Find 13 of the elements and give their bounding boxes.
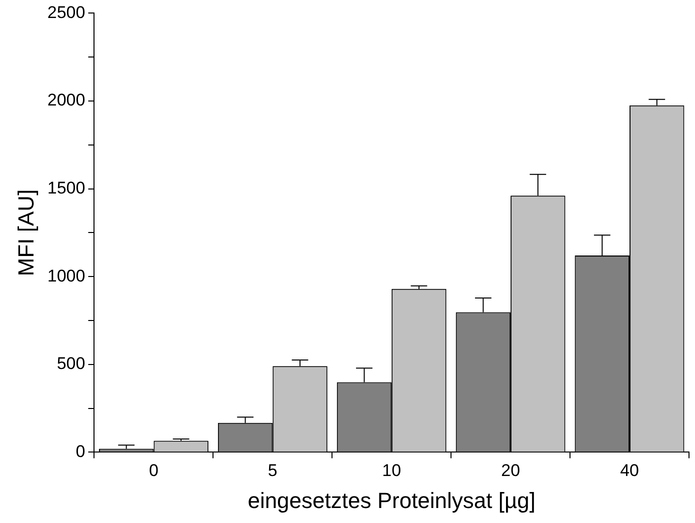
x-axis-title: eingesetztes Proteinlysat [µg] bbox=[248, 488, 536, 513]
x-tick-label: 20 bbox=[501, 461, 520, 480]
y-tick-label: 2000 bbox=[47, 90, 86, 110]
y-axis-title: MFI [AU] bbox=[13, 189, 38, 276]
y-tick-label: 1000 bbox=[47, 266, 86, 286]
y-tick-label: 500 bbox=[56, 354, 86, 374]
y-tick-label: 0 bbox=[76, 442, 86, 461]
y-tick-label: 2500 bbox=[47, 2, 86, 22]
x-tick-label: 40 bbox=[620, 461, 639, 480]
x-tick-label: 0 bbox=[148, 461, 158, 480]
x-tick-label: 10 bbox=[382, 461, 402, 480]
y-tick-label: 1500 bbox=[47, 178, 86, 198]
x-tick-label: 5 bbox=[268, 461, 278, 480]
